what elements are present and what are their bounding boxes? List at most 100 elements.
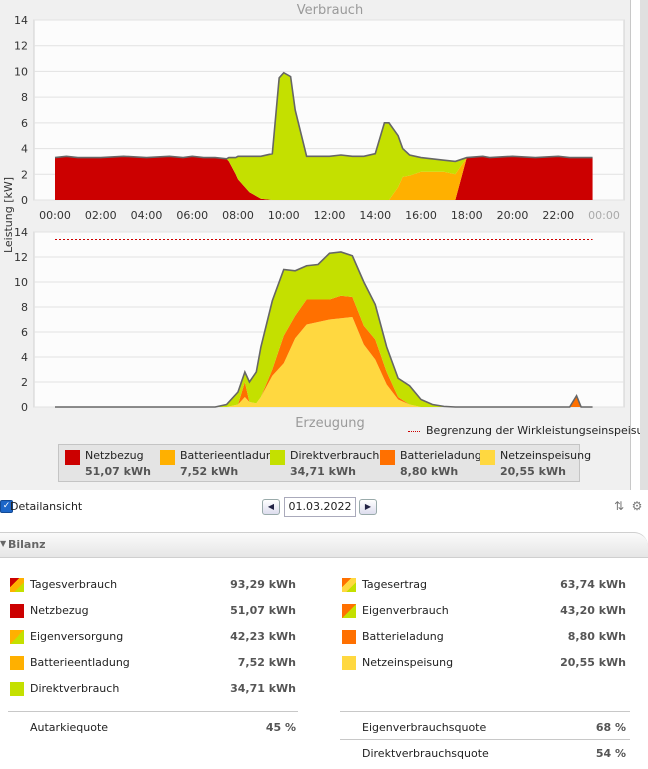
legend-swatch [270,450,285,465]
area-netzbezug [55,156,593,200]
x-tick-label: 12:00 [314,209,346,222]
bilanz-label: Netzeinspeisung [362,656,454,669]
legend-value: 34,71 kWh [290,465,356,478]
x-tick-label: 08:00 [222,209,254,222]
bilanz-swatch [10,656,24,670]
bilanz-row-left: Eigenversorgung 42,23 kWh [10,630,296,644]
bilanz-value: 34,71 kWh [230,682,296,695]
bilanz-label: Eigenversorgung [30,630,124,643]
y-tick-label: 4 [21,143,28,156]
chart-svg: 0 2 4 6 8 10 12 14 Verbrauch 00:00 02:00 04:00 06:00… [2,3,625,431]
bilanz-swatch [10,630,24,644]
previous-day-button[interactable]: ◀ [262,499,280,515]
vertical-scrollbar[interactable] [640,0,648,490]
date-field[interactable]: 01.03.2022 [284,497,356,517]
legend-swatch [65,450,80,465]
left-divider [8,711,298,712]
bilanz-swatch [342,578,356,592]
area-direktverbrauch [55,252,593,407]
legend-label: Netzeinspeisung [500,449,592,462]
bilanz-label: Direktverbrauch [30,682,120,695]
bilanz-value: 20,55 kWh [560,656,626,669]
x-tick-label: 00:00 [39,209,71,222]
legend-value: 8,80 kWh [400,465,459,478]
y-tick-label: 10 [14,65,28,78]
area-direktverbrauch [55,72,593,200]
bilanz-row-left: Batterieentladung 7,52 kWh [10,656,296,670]
bilanz-swatch [342,630,356,644]
legend-label: Netzbezug [85,449,144,462]
direktverbrauchsquote-row: Direktverbrauchsquote 54 % [342,747,626,761]
y-tick-label: 12 [14,40,28,53]
x-tick-label: 22:00 [542,209,574,222]
bilanz-row-left: Netzbezug 51,07 kWh [10,604,296,618]
legend-value: 51,07 kWh [85,465,151,478]
legend-label: Batterieentladung [180,449,280,462]
bilanz-value: 8,80 kWh [567,630,626,643]
autarkie-label: Autarkiequote [30,721,109,734]
x-tick-label: 20:00 [497,209,529,222]
chevron-left-icon: ◀ [267,502,275,511]
bilanz-row-right: Batterieladung 8,80 kWh [342,630,626,644]
bilanz-swatch [10,578,24,592]
area-batterieentladung [55,156,593,200]
y-tick-label: 8 [21,91,28,104]
y-tick-label: 14 [14,14,28,27]
autarkie-row: Autarkiequote 45 % [10,721,296,735]
dotted-line-icon [408,430,420,432]
direktverbrauchsquote-label: Direktverbrauchsquote [362,747,489,760]
bilanz-label: Tagesertrag [362,578,427,591]
bilanz-value: 93,29 kWh [230,578,296,591]
bilanz-row-right: Eigenverbrauch 43,20 kWh [342,604,626,618]
y-tick-label: 2 [21,376,28,389]
panel-title-1: Erzeugung [295,416,365,431]
detail-checkbox-label: Detailansicht [10,500,83,513]
right-divider-2 [340,739,630,740]
y-tick-label: 0 [21,401,28,414]
bilanz-label: Tagesverbrauch [30,578,118,591]
bilanz-title: Bilanz [8,538,46,551]
y-tick-label: 14 [14,226,28,239]
bilanz-value: 63,74 kWh [560,578,626,591]
bilanz-swatch [342,656,356,670]
bilanz-swatch [342,604,356,618]
detail-checkbox[interactable]: ✓ [0,500,13,513]
area-batterieladung [55,295,593,407]
direktverbrauchsquote-value: 54 % [595,747,626,760]
bilanz-value: 42,23 kWh [230,630,296,643]
bilanz-row-left: Direktverbrauch 34,71 kWh [10,682,296,696]
legend-swatch [160,450,175,465]
legend-value: 20,55 kWh [500,465,566,478]
next-day-button[interactable]: ▶ [359,499,377,515]
limit-legend-label: Begrenzung der Wirkleistungseinspeisung [426,424,648,437]
limit-legend: Begrenzung der Wirkleistungseinspeisung [408,424,648,437]
eigenverbrauchsquote-value: 68 % [595,721,626,734]
legend-swatch [380,450,395,465]
eigenverbrauchsquote-label: Eigenverbrauchsquote [362,721,487,734]
bilanz-value: 7,52 kWh [237,656,296,669]
bilanz-swatch [10,604,24,618]
legend-label: Direktverbrauch [290,449,380,462]
gear-icon[interactable]: ⚙ [631,499,643,513]
x-tick-label: 00:00 [588,209,620,222]
y-tick-label: 8 [21,301,28,314]
x-tick-label: 16:00 [405,209,437,222]
x-tick-label: 10:00 [268,209,300,222]
date-toolbar: ✓ Detailansicht ◀ 01.03.2022 ▶ ⇅ ⚙ [0,496,648,518]
x-tick-label: 14:00 [359,209,391,222]
bilanz-label: Eigenverbrauch [362,604,449,617]
legend-swatch [480,450,495,465]
bilanz-swatch [10,682,24,696]
x-tick-label: 06:00 [176,209,208,222]
y-tick-label: 12 [14,251,28,264]
autarkie-value: 45 % [265,721,296,734]
y-tick-label: 6 [21,326,28,339]
legend-label: Batterieladung [400,449,482,462]
bilanz-header[interactable]: ▼ Bilanz [0,532,648,558]
total-outline-1 [55,251,593,408]
bilanz-label: Batterieentladung [30,656,130,669]
x-tick-label: 02:00 [85,209,117,222]
bilanz-value: 43,20 kWh [560,604,626,617]
sort-icon[interactable]: ⇅ [613,499,625,513]
y-tick-label: 2 [21,168,28,181]
